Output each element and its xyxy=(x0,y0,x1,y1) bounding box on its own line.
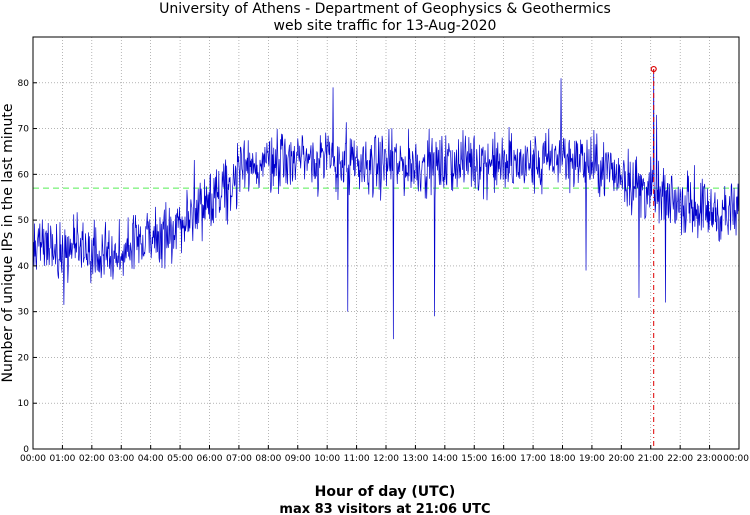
x-tick-label: 00:00 xyxy=(723,454,749,464)
x-tick-label: 15:00 xyxy=(461,454,487,464)
x-tick-label: 04:00 xyxy=(138,454,164,464)
chart-subtitle: web site traffic for 13-Aug-2020 xyxy=(274,18,497,34)
y-tick-label: 30 xyxy=(18,308,30,318)
x-tick-label: 08:00 xyxy=(255,454,281,464)
max-point-marker xyxy=(650,65,657,73)
chart-title: University of Athens - Department of Geo… xyxy=(159,1,611,17)
x-tick-label: 18:00 xyxy=(550,454,576,464)
x-axis-label: Hour of day (UTC) xyxy=(315,484,456,500)
y-tick-label: 40 xyxy=(18,262,30,272)
x-tick-label: 01:00 xyxy=(49,454,75,464)
x-tick-label: 13:00 xyxy=(402,454,428,464)
y-tick-labels: 0 10 20 30 40 50 60 70 80 xyxy=(18,79,37,455)
x-tick-label: 20:00 xyxy=(608,454,634,464)
grid-lines xyxy=(32,37,740,450)
x-tick-label: 06:00 xyxy=(197,454,223,464)
x-tick-label: 12:00 xyxy=(373,454,399,464)
x-tick-label: 07:00 xyxy=(226,454,252,464)
x-tick-label: 09:00 xyxy=(285,454,311,464)
y-tick-label: 10 xyxy=(18,399,30,409)
x-tick-label: 16:00 xyxy=(491,454,517,464)
x-tick-label: 02:00 xyxy=(79,454,105,464)
x-tick-label: 17:00 xyxy=(520,454,546,464)
x-tick-label: 19:00 xyxy=(579,454,605,464)
x-tick-label: 05:00 xyxy=(167,454,193,464)
x-tick-label: 03:00 xyxy=(108,454,134,464)
series-line xyxy=(32,69,740,340)
x-tick-label: 14:00 xyxy=(432,454,458,464)
traffic-series-line xyxy=(32,69,740,340)
y-axis-label: Number of unique IPs in the last minute xyxy=(0,104,16,383)
x-tick-label: 00:00 xyxy=(20,454,46,464)
x-tick-label: 23:00 xyxy=(697,454,723,464)
y-tick-label: 80 xyxy=(18,79,30,89)
x-tick-labels: 00:00 01:00 02:00 03:00 04:00 05:00 06:00 07:00… xyxy=(20,445,749,464)
y-tick-label: 20 xyxy=(18,353,30,363)
x-tick-label: 22:00 xyxy=(667,454,693,464)
y-tick-label: 70 xyxy=(18,125,30,135)
y-tick-label: 0 xyxy=(23,445,29,455)
x-tick-label: 21:00 xyxy=(638,454,664,464)
max-visitors-caption: max 83 visitors at 21:06 UTC xyxy=(279,502,490,515)
x-tick-label: 11:00 xyxy=(344,454,370,464)
x-tick-label: 10:00 xyxy=(314,454,340,464)
max-marker xyxy=(650,65,657,449)
y-tick-label: 60 xyxy=(18,170,30,180)
y-tick-label: 50 xyxy=(18,216,30,226)
